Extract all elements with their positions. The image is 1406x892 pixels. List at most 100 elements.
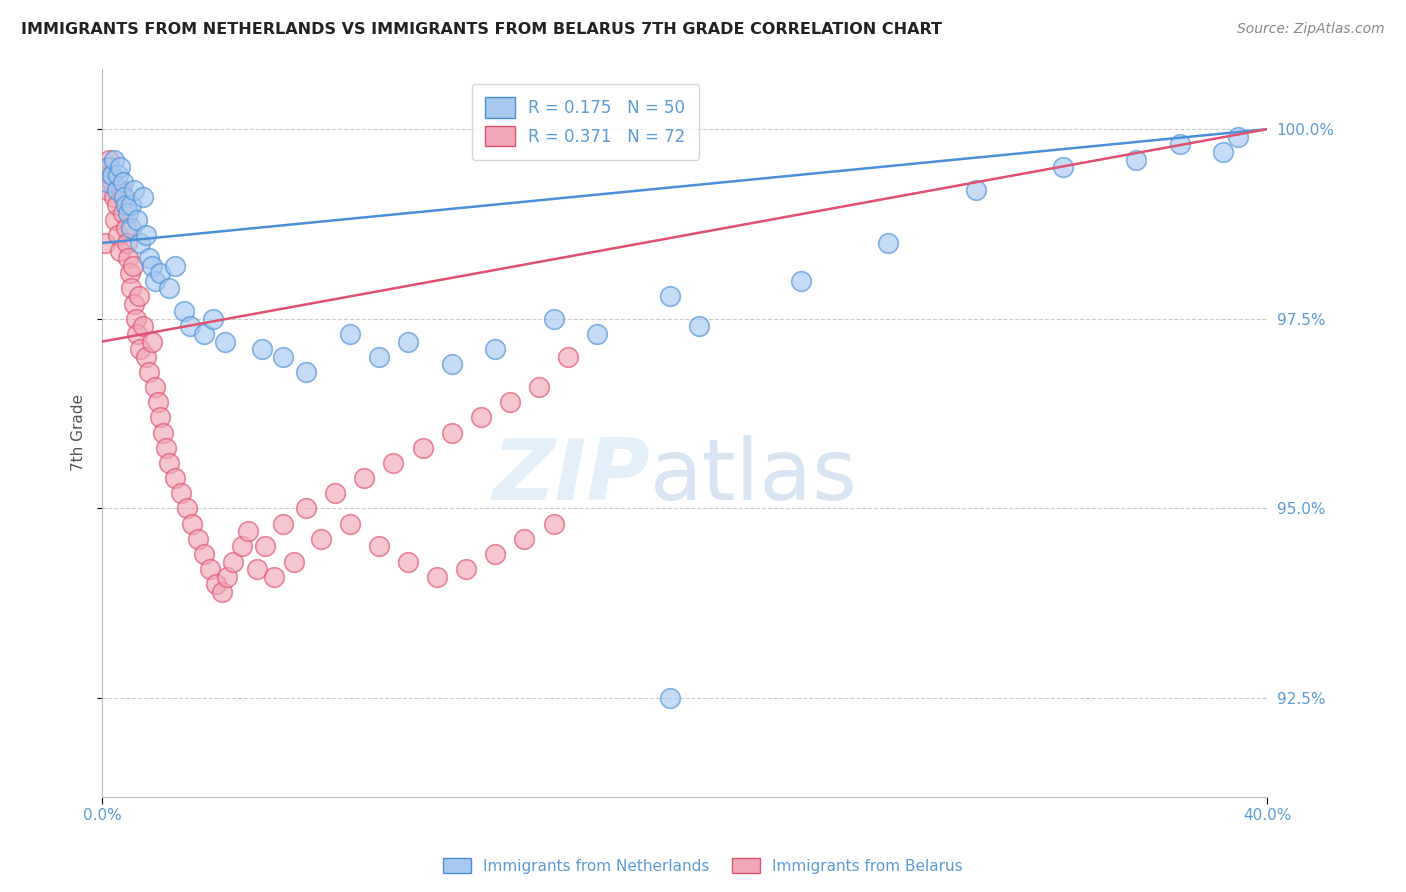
Point (181, 516, 204, 531)
Point (103, 190, 125, 204)
Point (163, 471, 186, 485)
Point (127, 213, 149, 227)
Point (245, 562, 267, 576)
Point (456, 562, 478, 576)
Point (128, 289, 150, 303)
Point (659, 289, 682, 303)
Point (499, 395, 522, 409)
Point (132, 190, 155, 204)
Point (470, 410, 492, 425)
Point (440, 425, 463, 440)
Point (254, 540, 277, 554)
Point (114, 198, 136, 212)
Point (105, 198, 128, 212)
Point (135, 350, 157, 364)
Point (396, 555, 419, 569)
Point (1226, 129, 1249, 144)
Point (110, 183, 132, 197)
Point (231, 540, 253, 554)
Point (204, 577, 226, 591)
Point (170, 486, 193, 500)
Point (104, 213, 127, 227)
Point (557, 350, 579, 364)
Point (339, 326, 361, 341)
Point (149, 410, 172, 425)
Point (127, 326, 149, 341)
Point (112, 190, 135, 204)
Legend: Immigrants from Netherlands, Immigrants from Belarus: Immigrants from Netherlands, Immigrants … (437, 852, 969, 880)
Point (120, 198, 142, 212)
Point (201, 311, 224, 326)
Point (1168, 137, 1191, 152)
Text: atlas: atlas (650, 434, 858, 517)
Point (143, 380, 166, 394)
Point (382, 456, 405, 470)
Point (484, 342, 506, 356)
Point (98, 160, 121, 174)
Point (122, 183, 145, 197)
Point (173, 304, 195, 318)
Point (105, 183, 128, 197)
Point (135, 228, 157, 243)
Point (141, 259, 163, 273)
Point (96, 175, 118, 189)
Point (323, 486, 346, 500)
Point (157, 456, 180, 470)
Point (193, 326, 215, 341)
Point (214, 334, 236, 349)
Point (141, 334, 163, 349)
Point (1125, 153, 1147, 167)
Point (513, 532, 536, 546)
Point (97, 160, 120, 174)
Legend: R = 0.175   N = 50, R = 0.371   N = 72: R = 0.175 N = 50, R = 0.371 N = 72 (471, 84, 699, 160)
Point (222, 555, 245, 569)
Point (114, 220, 136, 235)
Point (111, 175, 134, 189)
Point (118, 266, 141, 280)
Point (149, 266, 172, 280)
Point (217, 570, 239, 584)
Point (367, 350, 389, 364)
Point (115, 235, 138, 250)
Point (187, 532, 209, 546)
Point (132, 319, 155, 334)
Point (96, 183, 118, 197)
Point (367, 540, 389, 554)
Point (263, 570, 285, 584)
Point (877, 235, 900, 250)
Point (198, 562, 221, 576)
Point (688, 319, 710, 334)
Point (120, 281, 142, 295)
Point (146, 395, 169, 409)
Point (586, 326, 609, 341)
Point (94, 235, 117, 250)
Point (440, 357, 463, 371)
Point (527, 380, 550, 394)
Point (122, 296, 145, 310)
Point (111, 205, 134, 219)
Point (152, 425, 174, 440)
Point (1052, 160, 1074, 174)
Point (143, 274, 166, 288)
Point (396, 334, 419, 349)
Point (1212, 145, 1234, 159)
Point (252, 342, 274, 356)
Point (138, 251, 160, 265)
Point (412, 441, 434, 455)
Point (107, 228, 129, 243)
Text: Source: ZipAtlas.com: Source: ZipAtlas.com (1237, 22, 1385, 37)
Point (121, 259, 143, 273)
Point (353, 471, 375, 485)
Point (103, 153, 125, 167)
Point (193, 547, 215, 561)
Point (98, 153, 121, 167)
Point (179, 319, 201, 334)
Point (236, 524, 259, 539)
Point (484, 547, 506, 561)
Point (100, 168, 122, 182)
Point (426, 570, 449, 584)
Point (271, 350, 294, 364)
Text: IMMIGRANTS FROM NETHERLANDS VS IMMIGRANTS FROM BELARUS 7TH GRADE CORRELATION CHA: IMMIGRANTS FROM NETHERLANDS VS IMMIGRANT… (21, 22, 942, 37)
Point (163, 259, 186, 273)
Point (295, 365, 318, 379)
